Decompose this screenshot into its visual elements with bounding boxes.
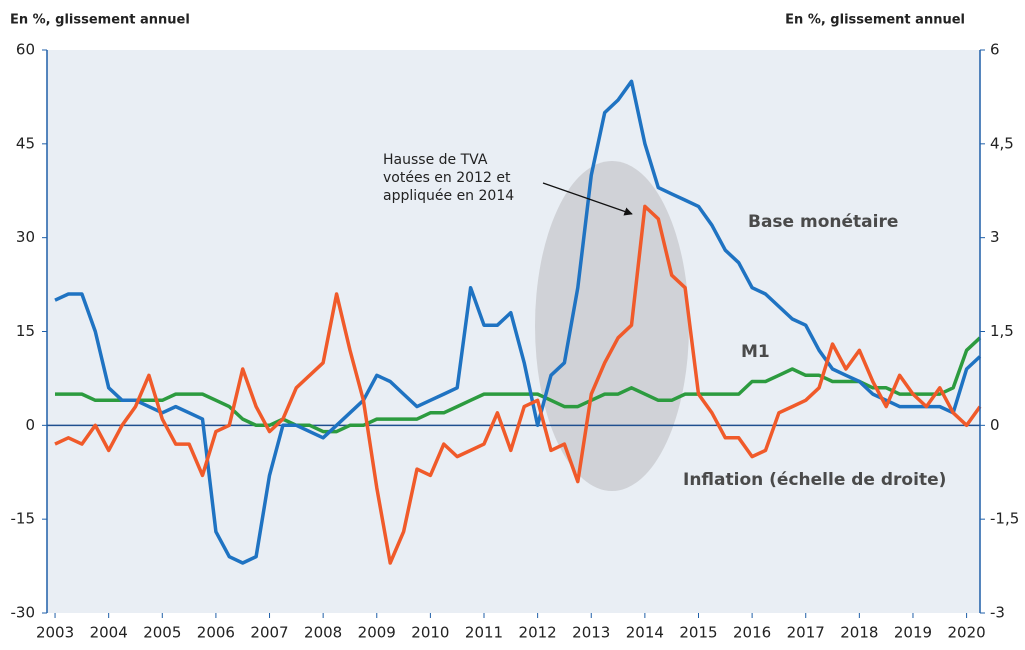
x-tick-label: 2007 [250,624,288,642]
x-tick-label: 2011 [465,624,503,642]
x-tick-label: 2018 [840,624,878,642]
highlight-ellipse [535,161,689,491]
series-line [55,336,982,434]
y2-tick-label: -3 [990,604,1005,622]
x-tick-label: 2005 [143,624,181,642]
y2-tick-label: 4,5 [990,134,1014,152]
y-tick-label: 0 [25,416,35,434]
x-tick-label: 2004 [90,624,128,642]
y2-tick-label: 1,5 [990,322,1014,340]
y2-axis-title: En %, glissement annuel [785,13,965,28]
annotation: votées en 2012 et [383,170,511,186]
annotation: appliquée en 2014 [383,188,514,204]
y-tick-label: 30 [16,228,35,246]
x-tick-label: 2016 [733,624,771,642]
x-tick-label: 2014 [626,624,664,642]
y2-tick-label: 3 [990,228,1000,246]
y-tick-label: 15 [16,322,35,340]
y-tick-label: -15 [11,510,36,528]
y2-tick-label: 6 [990,41,1000,59]
plot-area [47,50,980,613]
series-label: Base monétaire [748,212,898,232]
series-line [54,79,982,565]
x-tick-label: 2006 [197,624,235,642]
x-tick-label: 2017 [787,624,825,642]
annotation: Hausse de TVA [383,152,488,168]
x-tick-label: 2009 [358,624,396,642]
x-tick-label: 2013 [572,624,610,642]
x-tick-label: 2020 [948,624,986,642]
series-line [54,204,982,565]
y-axis-title: En %, glissement annuel [10,13,190,28]
y2-tick-label: 0 [990,416,1000,434]
y-tick-label: -30 [11,604,36,622]
lines [47,79,982,565]
series-label: M1 [741,342,770,362]
y-tick-label: 60 [16,41,35,59]
x-tick-label: 2003 [36,624,74,642]
x-tick-label: 2015 [679,624,717,642]
y2-tick-label: -1,5 [990,510,1019,528]
x-tick-label: 2019 [894,624,932,642]
x-tick-label: 2008 [304,624,342,642]
y-tick-label: 45 [16,134,35,152]
series-label: Inflation (échelle de droite) [683,470,946,490]
x-tick-label: 2010 [411,624,449,642]
annotation-arrow [542,182,633,216]
x-tick-label: 2012 [519,624,557,642]
